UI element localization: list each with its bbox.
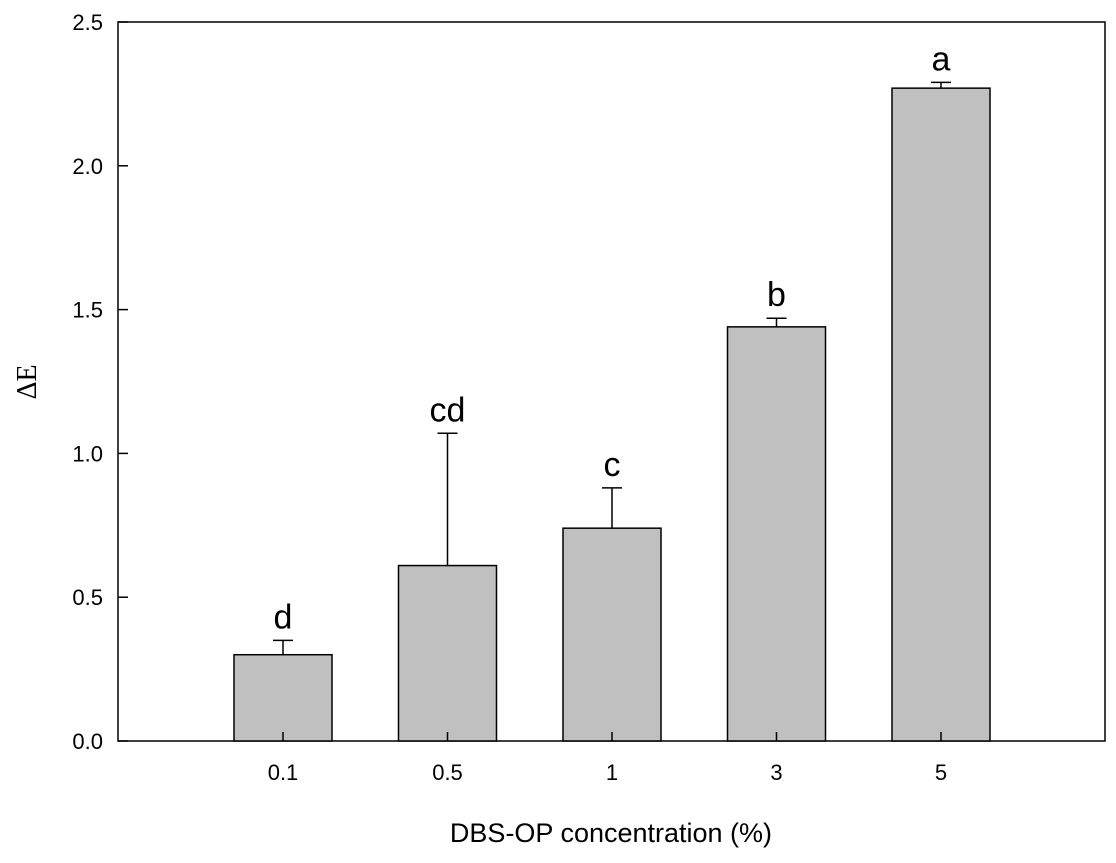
- y-tick-label: 0.0: [72, 729, 103, 754]
- bar: [233, 653, 333, 742]
- y-axis-ticks: 0.0 0.5 1.0 1.5 2.0 2.5: [72, 10, 128, 754]
- bar: [891, 87, 991, 742]
- x-tick-label: 0.5: [432, 760, 463, 785]
- significance-label: b: [767, 276, 786, 314]
- y-axis-title: ΔE: [12, 364, 43, 399]
- x-tick-label: 3: [770, 760, 782, 785]
- significance-label: cd: [430, 391, 466, 429]
- y-tick-label: 2.0: [72, 154, 103, 179]
- bar: [726, 326, 827, 742]
- y-tick-label: 2.5: [72, 10, 103, 35]
- bar-series: d cd c b a: [233, 40, 991, 742]
- significance-label: d: [274, 598, 293, 636]
- bar: [562, 527, 662, 742]
- x-axis-ticks: 0.1 0.5 1 3 5: [268, 732, 947, 785]
- y-tick-label: 0.5: [72, 585, 103, 610]
- significance-label: a: [932, 40, 951, 78]
- y-tick-label: 1.5: [72, 298, 103, 323]
- x-tick-label: 0.1: [268, 760, 299, 785]
- x-tick-label: 1: [606, 760, 618, 785]
- bar: [397, 564, 498, 742]
- y-tick-label: 1.0: [72, 441, 103, 466]
- significance-label: c: [604, 446, 621, 484]
- x-tick-label: 5: [935, 760, 947, 785]
- x-axis-title: DBS-OP concentration (%): [450, 818, 772, 848]
